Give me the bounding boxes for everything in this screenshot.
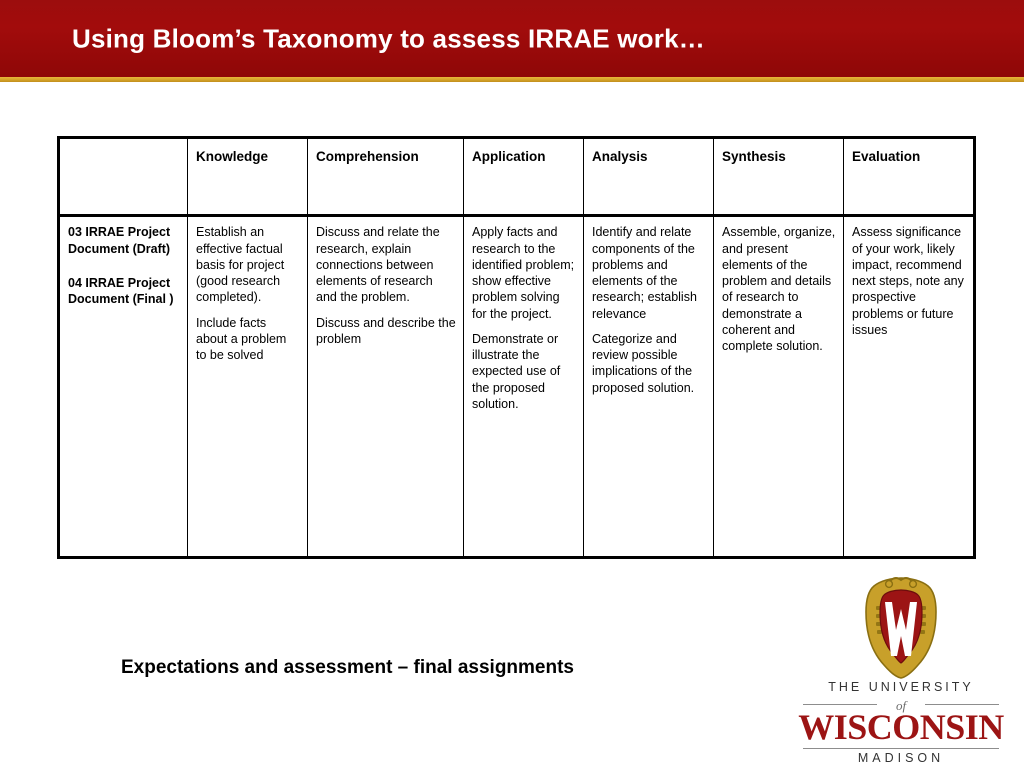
cell-comprehension: Discuss and relate the research, explain… xyxy=(307,215,464,558)
assignment-draft-label: 03 IRRAE Project Document (Draft) xyxy=(68,225,171,256)
cell-analysis-para-1: Identify and relate components of the pr… xyxy=(592,225,697,321)
slide-caption: Expectations and assessment – final assi… xyxy=(121,657,575,678)
column-header-evaluation: Evaluation xyxy=(843,136,975,218)
table-corner-cell xyxy=(58,136,188,218)
uw-crest-icon xyxy=(858,576,944,680)
cell-application-para-2: Demonstrate or illustrate the expected u… xyxy=(472,331,561,411)
cell-application-para-1: Apply facts and research to the identifi… xyxy=(472,225,575,321)
bloom-taxonomy-rubric-table: Knowledge Comprehension Application Anal… xyxy=(57,136,976,559)
uw-line-the-university: THE UNIVERSITY xyxy=(828,680,974,694)
uw-line-wisconsin: WISCONSIN xyxy=(798,706,1004,747)
cell-knowledge-para-2: Include facts about a problem to be solv… xyxy=(196,315,287,363)
uw-wordmark: THE UNIVERSITY of WISCONSIN MADISON xyxy=(795,680,1007,766)
uw-line-madison: MADISON xyxy=(857,750,945,765)
cell-analysis-para-2: Categorize and review possible implicati… xyxy=(592,331,695,395)
cell-application: Apply facts and research to the identifi… xyxy=(463,215,584,558)
assignment-names-cell: 03 IRRAE Project Document (Draft) 04 IRR… xyxy=(58,215,188,558)
column-header-analysis: Analysis xyxy=(583,136,714,218)
table-row: 03 IRRAE Project Document (Draft) 04 IRR… xyxy=(58,215,975,558)
cell-knowledge-para-1: Establish an effective factual basis for… xyxy=(196,225,285,305)
university-logo: THE UNIVERSITY of WISCONSIN MADISON xyxy=(795,576,1007,765)
cell-evaluation-para-1: Assess significance of your work, likely… xyxy=(852,225,964,337)
uw-of-row: of xyxy=(795,697,1007,713)
cell-comprehension-para-1: Discuss and relate the research, explain… xyxy=(316,225,440,305)
rubric-table-container: Knowledge Comprehension Application Anal… xyxy=(57,136,976,559)
uw-line-of: of xyxy=(890,698,912,713)
table-header-row: Knowledge Comprehension Application Anal… xyxy=(58,136,975,218)
cell-analysis: Identify and relate components of the pr… xyxy=(583,215,714,558)
cell-synthesis: Assemble, organize, and present elements… xyxy=(713,215,844,558)
column-header-comprehension: Comprehension xyxy=(307,136,464,218)
cell-comprehension-para-2: Discuss and describe the problem xyxy=(316,315,456,346)
column-header-knowledge: Knowledge xyxy=(187,136,308,218)
assignment-final-label: 04 IRRAE Project Document (Final ) xyxy=(68,275,174,307)
cell-knowledge: Establish an effective factual basis for… xyxy=(187,215,308,558)
slide-header-banner: Using Bloom’s Taxonomy to assess IRRAE w… xyxy=(0,0,1024,77)
column-header-application: Application xyxy=(463,136,584,218)
uw-divider-rule xyxy=(803,747,999,749)
cell-synthesis-para-1: Assemble, organize, and present elements… xyxy=(722,225,836,354)
column-header-synthesis: Synthesis xyxy=(713,136,844,218)
header-gold-divider xyxy=(0,77,1024,82)
cell-evaluation: Assess significance of your work, likely… xyxy=(843,215,975,558)
page-title: Using Bloom’s Taxonomy to assess IRRAE w… xyxy=(72,23,705,53)
